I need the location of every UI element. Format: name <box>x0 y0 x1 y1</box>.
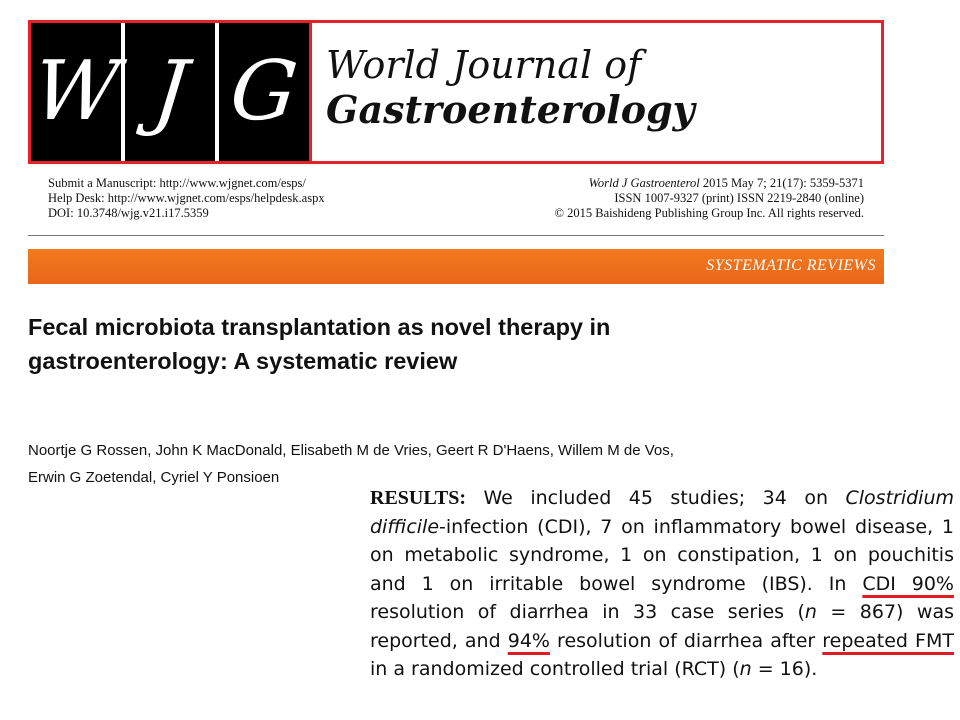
results-text: = 867) was reported, and <box>370 601 954 652</box>
masthead-divider <box>309 23 312 161</box>
logo-tile-w: W <box>28 23 124 161</box>
highlight-94-percent: 94% <box>507 629 550 652</box>
results-label: RESULTS: <box>370 487 466 509</box>
results-text: We included 45 studies; 34 on <box>465 487 846 509</box>
journal-title-line2: Gastroenterology <box>326 87 695 132</box>
results-excerpt: RESULTS: We included 45 studies; 34 on C… <box>370 484 954 684</box>
logo-tile-g: G <box>219 23 309 161</box>
results-italic-text: Clostridium <box>845 487 955 509</box>
citation-text: 2015 May 7; 21(17): 5359-5371 <box>699 176 864 190</box>
doi-text: DOI: 10.3748/wjg.v21.i17.5359 <box>48 206 209 220</box>
article-title-line2: gastroenterology: A systematic review <box>28 348 458 374</box>
section-banner: SYSTEMATIC REVIEWS <box>28 249 884 284</box>
header-divider <box>28 235 884 236</box>
results-italic-text: difficile <box>370 515 440 538</box>
article-title: Fecal microbiota transplantation as nove… <box>28 310 888 378</box>
authors-line2: Erwin G Zoetendal, Cyriel Y Ponsioen <box>28 469 280 486</box>
results-text: in a randomized controlled trial (RCT) ( <box>370 658 740 680</box>
sample-size-symbol: n <box>804 601 817 623</box>
logo-tile-j: J <box>125 23 215 161</box>
journal-title-line1: World Journal of <box>326 43 642 87</box>
journal-masthead: W J G World Journal of Gastroenterology <box>28 20 884 164</box>
results-text: resolution of diarrhea in 33 case series… <box>370 601 805 623</box>
highlight-repeated-fmt: repeated FMT <box>822 629 954 652</box>
citation-info: World J Gastroenterol 2015 May 7; 21(17)… <box>555 176 864 221</box>
issn-text: ISSN 1007-9327 (print) ISSN 2219-2840 (o… <box>614 191 864 205</box>
help-desk-link[interactable]: Help Desk: http://www.wjgnet.com/esps/he… <box>48 191 325 205</box>
results-text: resolution of diarrhea after <box>549 629 823 652</box>
journal-abbreviation: World J Gastroenterol <box>588 176 700 190</box>
journal-title: World Journal of Gastroenterology <box>312 23 695 161</box>
sample-size-symbol: n <box>739 658 752 680</box>
submit-manuscript-link[interactable]: Submit a Manuscript: http://www.wjgnet.c… <box>48 176 306 190</box>
results-text: -infection (CDI), 7 on inflammatory bowe… <box>370 515 954 595</box>
logo-letter: G <box>226 44 302 139</box>
results-text: = 16). <box>751 658 818 680</box>
section-label: SYSTEMATIC REVIEWS <box>706 257 876 274</box>
highlight-cdi-90: CDI 90% <box>862 572 954 595</box>
submission-info: Submit a Manuscript: http://www.wjgnet.c… <box>48 176 325 221</box>
article-title-line1: Fecal microbiota transplantation as nove… <box>28 314 611 340</box>
logo-letter: W <box>28 44 124 139</box>
logo-letter: J <box>148 44 192 139</box>
authors-line1: Noortje G Rossen, John K MacDonald, Elis… <box>28 442 674 459</box>
citation-line: World J Gastroenterol 2015 May 7; 21(17)… <box>555 176 864 191</box>
author-list: Noortje G Rossen, John K MacDonald, Elis… <box>28 437 828 491</box>
copyright-text: © 2015 Baishideng Publishing Group Inc. … <box>554 206 864 220</box>
